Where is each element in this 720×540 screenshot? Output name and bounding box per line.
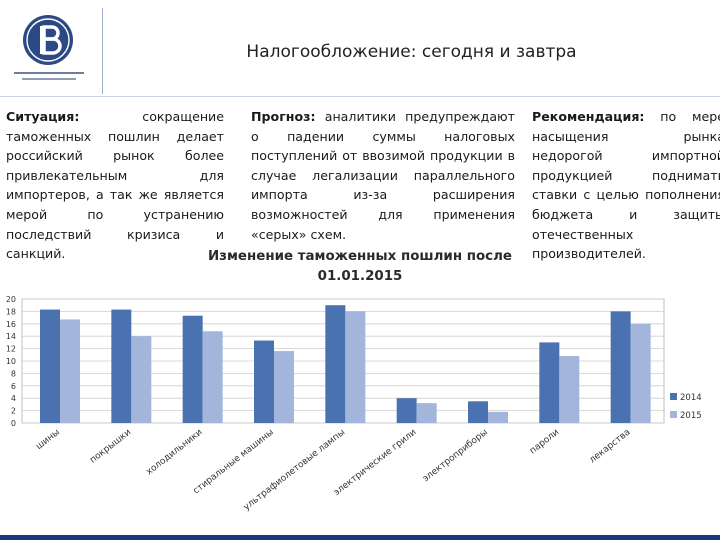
situation-label: Ситуация:: [6, 109, 80, 124]
y-tick-label: 12: [6, 345, 16, 354]
y-tick-label: 8: [11, 369, 16, 378]
recommendation-block: Рекомендация: по мере насыщения рынка не…: [532, 107, 720, 264]
legend-swatch-2015: [670, 411, 677, 418]
bar-chart: 0 2 4 6 8 10 12 14 16 18 20 шины покрышки холодильник…: [6, 295, 702, 513]
bar-2014: [539, 342, 560, 423]
header-rule: [0, 96, 720, 97]
bar-2015: [416, 403, 437, 423]
x-tick-label: пароли: [528, 427, 561, 456]
logo-area: [0, 0, 102, 98]
situation-text: сокращение таможенных пошлин делает росс…: [6, 109, 224, 262]
situation-block: Ситуация: сокращение таможенных пошлин д…: [6, 107, 224, 264]
x-tick-label: покрышки: [88, 427, 133, 465]
bar-2014: [182, 315, 203, 423]
y-tick-label: 18: [6, 307, 16, 316]
forecast-block: Прогноз: аналитики предупреждают о паден…: [251, 107, 515, 244]
bar-2014: [396, 398, 417, 423]
x-tick-label: электрические грили: [332, 427, 419, 498]
y-tick-label: 10: [6, 357, 16, 366]
university-logo: [14, 15, 84, 80]
recommendation-text: по мере насыщения рынка недорогой импорт…: [532, 109, 720, 262]
bar-2014: [468, 401, 488, 423]
bar-2015: [630, 323, 651, 423]
forecast-label: Прогноз:: [251, 109, 316, 124]
bar-2015: [202, 331, 223, 423]
y-tick-label: 20: [6, 295, 16, 304]
y-tick-label: 4: [11, 394, 16, 403]
chart-title: Изменение таможенных пошлин после 01.01.…: [207, 249, 513, 284]
bar-2015: [488, 411, 508, 423]
forecast-text: аналитики предупреждают о падении суммы …: [251, 109, 515, 242]
header-divider: [102, 8, 103, 94]
bar-2014: [40, 309, 60, 423]
legend-label-2014: 2014: [680, 393, 702, 403]
bar-2014: [325, 305, 346, 423]
bar-2015: [60, 319, 80, 423]
recommendation-label: Рекомендация:: [532, 109, 645, 124]
x-tick-label: шины: [34, 427, 61, 452]
x-tick-label: электроприборы: [421, 427, 490, 484]
bar-2015: [274, 351, 294, 423]
y-tick-label: 2: [11, 407, 16, 416]
y-tick-label: 0: [11, 419, 16, 428]
y-tick-label: 16: [6, 320, 16, 329]
x-tick-label: стиральные машины: [192, 427, 276, 496]
x-tick-label: холодильники: [145, 427, 205, 477]
bar-2015: [559, 356, 580, 423]
bar-2015: [345, 311, 366, 423]
bar-2014: [254, 340, 274, 423]
footer-bar: [0, 535, 720, 540]
bar-2015: [131, 336, 152, 423]
y-tick-label: 14: [6, 332, 16, 341]
legend-swatch-2014: [670, 393, 677, 400]
bar-2014: [610, 311, 631, 423]
legend-label-2015: 2015: [680, 411, 702, 421]
y-tick-label: 6: [11, 382, 16, 391]
bar-2014: [111, 309, 132, 423]
page-title: Налогообложение: сегодня и завтра: [246, 42, 577, 62]
x-tick-label: лекарства: [588, 427, 633, 465]
